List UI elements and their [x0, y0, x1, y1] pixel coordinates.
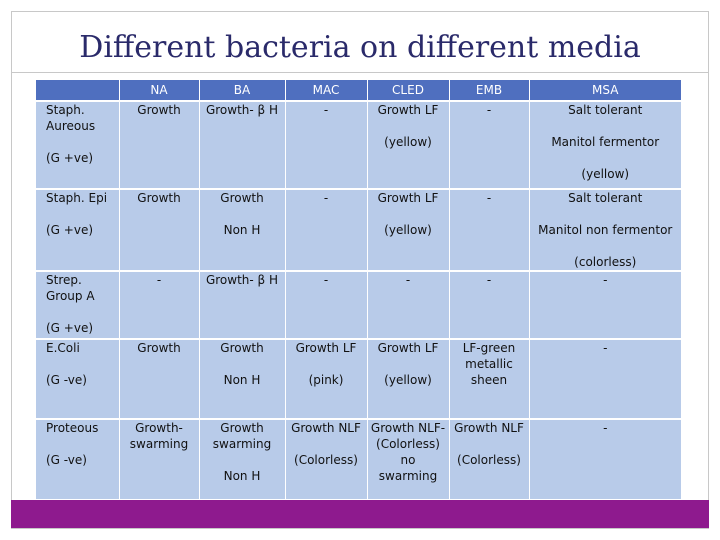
table-cell: Growth: [118, 338, 199, 419]
organism-cell: Staph. Aureous (G +ve): [36, 100, 119, 189]
table-cell: Growth NLF- (Colorless) no swarming: [366, 418, 449, 499]
organism-cell: Staph. Epi (G +ve): [36, 188, 119, 271]
table-row: Staph. Epi (G +ve) Growth Growth Non H -…: [36, 188, 681, 271]
table-row: E.Coli (G -ve) Growth Growth Non H Growt…: [36, 338, 681, 419]
table-cell: Growth- β H: [198, 100, 285, 189]
table-cell: Salt tolerant Manitol fermentor (yellow): [528, 100, 681, 189]
table-cell: Growth LF (pink): [284, 338, 367, 419]
table-cell: Growth- β H: [198, 270, 285, 339]
slide-frame: [11, 11, 709, 529]
table-row: Proteous (G -ve) Growth- swarming Growth…: [36, 418, 681, 499]
table-cell: -: [118, 270, 199, 339]
table-cell: -: [528, 338, 681, 419]
table-header-corner: [36, 80, 119, 101]
table-row: Strep. Group A (G +ve) - Growth- β H - -…: [36, 270, 681, 339]
table-cell: Growth LF (yellow): [366, 100, 449, 189]
footer-accent-bar: [11, 500, 709, 528]
table-header-cled: CLED: [366, 80, 449, 101]
table-cell: Salt tolerant Manitol non fermentor (col…: [528, 188, 681, 271]
table-cell: Growth LF (yellow): [366, 338, 449, 419]
organism-cell: E.Coli (G -ve): [36, 338, 119, 419]
table-header-mac: MAC: [284, 80, 367, 101]
table-cell: Growth swarming Non H: [198, 418, 285, 499]
table-header-msa: MSA: [528, 80, 681, 101]
media-table: NA BA MAC CLED EMB MSA Staph. Aureous (G…: [36, 80, 681, 499]
table-cell: -: [528, 270, 681, 339]
organism-cell: Strep. Group A (G +ve): [36, 270, 119, 339]
table-header-ba: BA: [198, 80, 285, 101]
table-cell: Growth: [118, 188, 199, 271]
table-header-na: NA: [118, 80, 199, 101]
table-header-row: NA BA MAC CLED EMB MSA: [36, 80, 681, 101]
table-row: Staph. Aureous (G +ve) Growth Growth- β …: [36, 100, 681, 189]
table-cell: Growth NLF (Colorless): [284, 418, 367, 499]
table-cell: Growth LF (yellow): [366, 188, 449, 271]
table-header-emb: EMB: [448, 80, 529, 101]
table-cell: Growth Non H: [198, 338, 285, 419]
organism-cell: Proteous (G -ve): [36, 418, 119, 499]
table-cell: -: [448, 188, 529, 271]
table-cell: -: [448, 270, 529, 339]
table-cell: Growth NLF (Colorless): [448, 418, 529, 499]
table-cell: -: [284, 188, 367, 271]
table-cell: -: [284, 100, 367, 189]
table-cell: -: [528, 418, 681, 499]
table-cell: Growth: [118, 100, 199, 189]
table-cell: -: [284, 270, 367, 339]
table-cell: -: [366, 270, 449, 339]
table-cell: Growth Non H: [198, 188, 285, 271]
slide-title: Different bacteria on different media: [79, 30, 641, 65]
table-cell: -: [448, 100, 529, 189]
table-cell: Growth- swarming: [118, 418, 199, 499]
title-divider: [11, 72, 709, 73]
table-cell: LF-green metallic sheen: [448, 338, 529, 419]
